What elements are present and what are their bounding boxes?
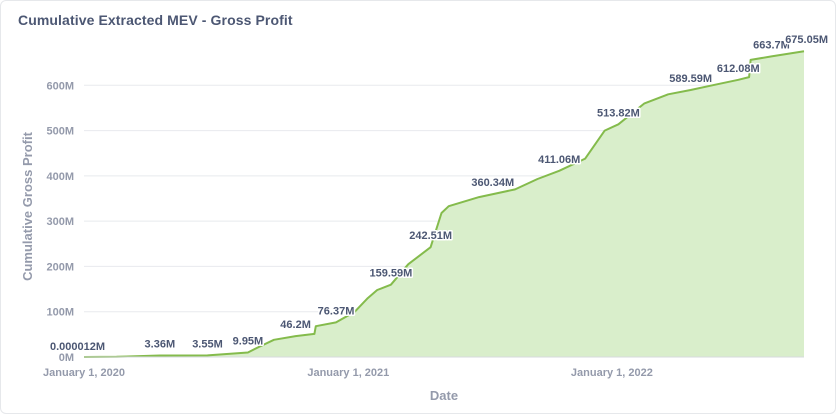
data-label: 612.08M: [717, 63, 760, 75]
y-tick-label: 0M: [59, 352, 74, 364]
data-label: 3.36M: [145, 338, 176, 350]
data-label: 0.000012M: [50, 341, 105, 353]
data-label: 76.37M: [318, 305, 355, 317]
y-axis-ticks: 0M 100M 200M 300M 400M 500M 600M: [46, 80, 74, 364]
y-tick-label: 500M: [46, 126, 74, 138]
x-tick-label: January 1, 2020: [43, 367, 125, 379]
data-label: 675.05M: [785, 34, 828, 46]
y-tick-label: 100M: [46, 307, 74, 319]
data-label: 9.95M: [233, 335, 264, 347]
x-axis-ticks: January 1, 2020 January 1, 2021 January 1,…: [43, 367, 653, 379]
series-line[interactable]: [83, 50, 805, 358]
data-label: 360.34M: [471, 177, 514, 189]
data-label: 3.55M: [192, 338, 223, 350]
y-tick-label: 600M: [46, 80, 74, 92]
data-label: 46.2M: [280, 319, 311, 331]
x-tick-label: January 1, 2021: [307, 367, 389, 379]
area-fill: [84, 51, 804, 358]
data-label: 663.7M: [753, 39, 790, 51]
y-tick-label: 300M: [46, 216, 74, 228]
data-label: 589.59M: [669, 73, 712, 85]
chart-title[interactable]: Cumulative Extracted MEV - Gross Profit: [18, 12, 293, 28]
y-tick-label: 400M: [46, 171, 74, 183]
data-label: 242.51M: [409, 230, 452, 242]
data-label: 513.82M: [597, 107, 640, 119]
data-labels: 0.000012M 3.36M 3.55M 9.95M 46.2M 76.37M 159.5…: [49, 33, 830, 355]
area-series: [83, 50, 805, 358]
data-label: 411.06M: [538, 154, 580, 166]
y-axis-title: Cumulative Gross Profit: [20, 131, 35, 280]
x-tick-label: January 1, 2022: [571, 367, 653, 379]
x-axis-title: Date: [430, 388, 458, 403]
data-label: 159.59M: [370, 268, 413, 280]
y-tick-label: 200M: [46, 261, 74, 273]
